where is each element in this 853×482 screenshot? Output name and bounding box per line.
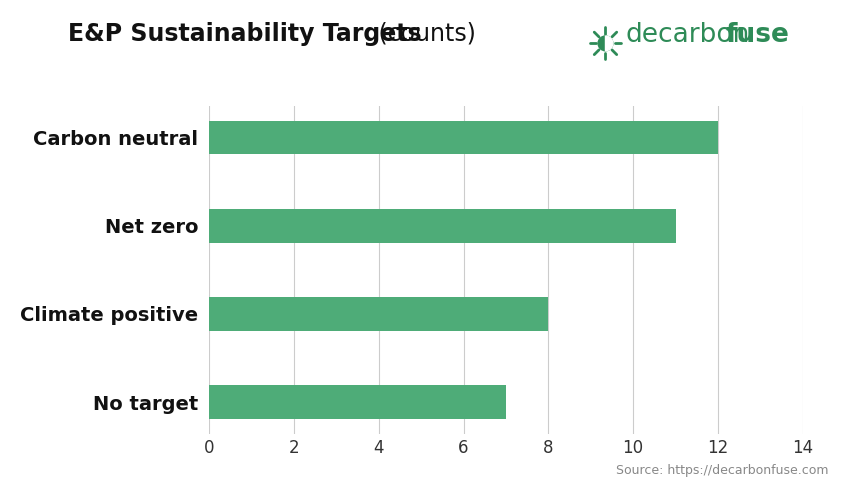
Bar [209,297,548,331]
Text: Source: https://decarbonfuse.com: Source: https://decarbonfuse.com [615,464,827,477]
Bar [209,209,675,242]
Bar [209,386,505,419]
Wedge shape [605,36,612,51]
Bar [209,121,717,154]
Circle shape [597,36,612,51]
Text: decarbon: decarbon [625,22,750,48]
Text: fuse: fuse [724,22,788,48]
Text: E&P Sustainability Targets: E&P Sustainability Targets [68,22,421,46]
Text: (counts): (counts) [371,22,476,46]
